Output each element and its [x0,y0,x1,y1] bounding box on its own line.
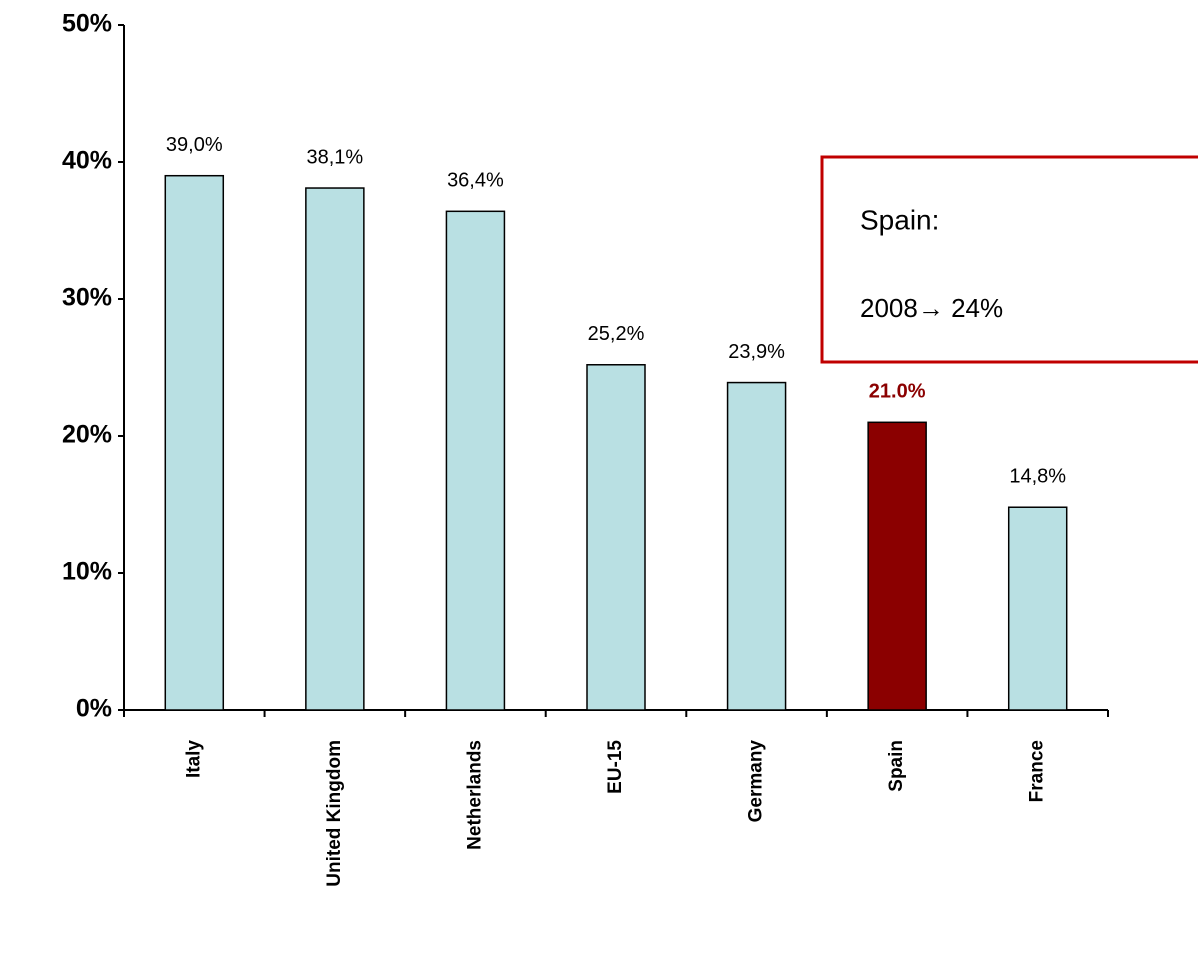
value-label: 38,1% [306,146,363,168]
annotation: Spain: [860,204,939,235]
y-tick-label: 20% [62,421,112,449]
bar [586,364,646,711]
bar [1007,506,1068,711]
x-tick-label: EU-15 [605,740,626,794]
bar [164,174,225,711]
x-tick-label: Germany [746,740,767,823]
bar [726,381,787,711]
annotation: 2008→ 24% [860,293,1003,323]
bar [445,210,506,711]
value-label: 36,4% [447,170,504,192]
x-tick-label: France [1027,740,1048,802]
y-tick-label: 50% [62,10,112,38]
y-tick-label: 10% [62,558,112,586]
bar [867,421,927,711]
value-label: 23,9% [728,341,785,363]
y-tick-label: 30% [62,284,112,312]
value-label: 25,2% [588,323,645,345]
value-label: 39,0% [166,134,223,156]
bar [305,187,365,711]
y-tick-label: 0% [76,695,112,723]
x-tick-label: Netherlands [464,740,485,850]
y-tick-label: 40% [62,147,112,175]
value-label: 14,8% [1009,466,1066,488]
value-label: 21.0% [869,381,926,403]
x-tick-label: Italy [183,740,204,778]
annotation-box [820,155,1198,364]
x-tick-label: Spain [886,740,907,792]
x-tick-label: United Kingdom [324,740,345,887]
